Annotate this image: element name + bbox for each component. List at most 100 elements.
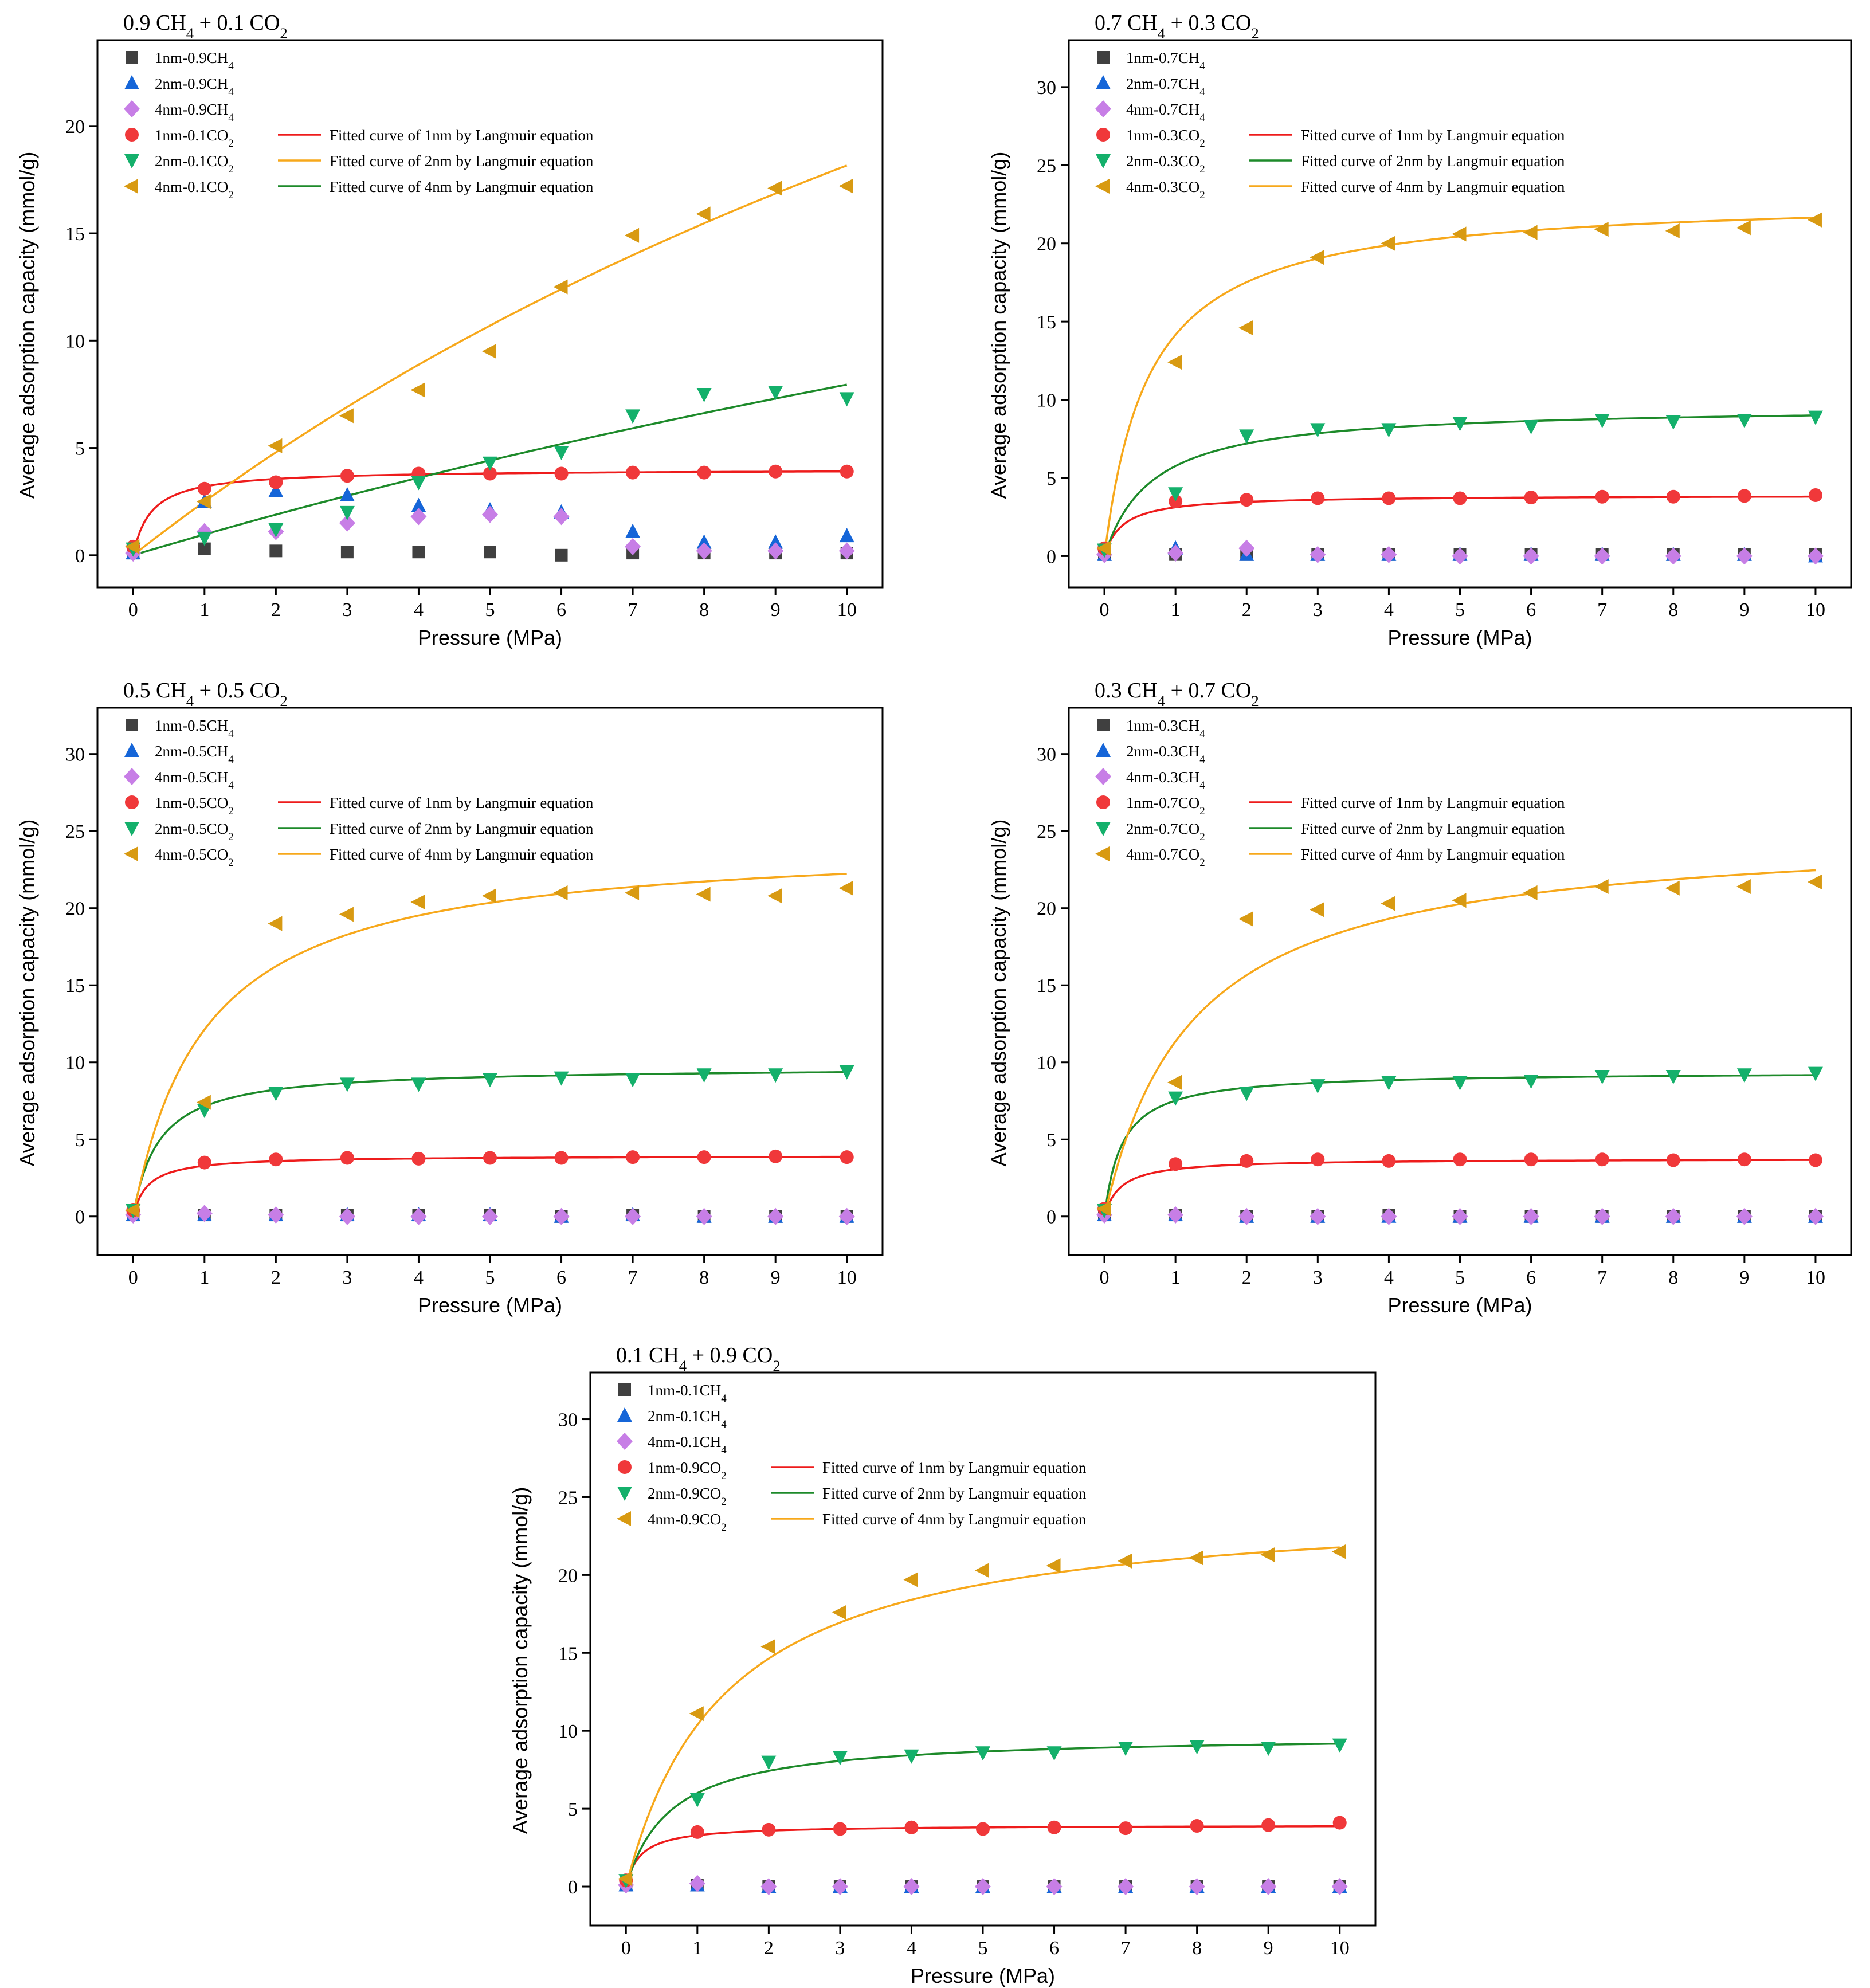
- data-point-4nm-0-9ch4: [838, 542, 855, 560]
- data-point-2nm-0-5co2: [411, 1077, 426, 1092]
- data-point-1nm-0-1co2: [769, 464, 783, 479]
- legend-fit-label: Fitted curve of 1nm by Langmuir equation: [822, 1459, 1087, 1476]
- y-tick-label: 0: [568, 1877, 578, 1898]
- data-point-2nm-0-5co2: [696, 1068, 712, 1083]
- legend-marker-4nm-0-1ch4: [617, 1433, 633, 1450]
- legend-label: 1nm-0.5CO2: [155, 794, 234, 817]
- data-point-1nm-0-3co2: [1240, 493, 1254, 507]
- data-point-4nm-0-7co2: [1167, 1075, 1182, 1090]
- y-tick-label: 15: [558, 1643, 578, 1664]
- data-point-4nm-0-9ch4: [767, 542, 784, 560]
- data-point-4nm-0-1co2: [482, 344, 496, 359]
- data-point-1nm-0-3co2: [1595, 489, 1609, 504]
- data-point-2nm-0-7co2: [1239, 1087, 1254, 1101]
- data-point-4nm-0-5co2: [696, 887, 711, 902]
- data-point-4nm-0-7ch4: [1381, 546, 1397, 563]
- x-tick-label: 1: [692, 1938, 702, 1959]
- chart-panel-3: 0.5 CH4 + 0.5 CO2 0 1 2 3 4 5 6 7 8 9 10 0 5 10 15 20 25 3…: [0, 0, 935, 1335]
- y-tick-label: 5: [75, 1130, 85, 1151]
- data-point-4nm-0-7co2: [1523, 885, 1538, 900]
- data-point-4nm-0-1co2: [553, 279, 568, 295]
- data-point-4nm-0-9ch4: [696, 542, 712, 560]
- x-tick-label: 4: [414, 1267, 424, 1288]
- x-tick-label: 9: [771, 599, 781, 621]
- x-tick-label: 8: [699, 599, 709, 621]
- fit-line-fitted-curve-of-2nm-by-langmuir-equation: [625, 1742, 1340, 1887]
- series-4nm-0-3co2: [1096, 212, 1822, 556]
- data-point-4nm-0-7ch4: [1238, 539, 1255, 557]
- data-point-2nm-0-7co2: [1168, 1091, 1183, 1106]
- legend-fit-label: Fitted curve of 2nm by Langmuir equation: [822, 1485, 1087, 1502]
- legend-marker-1nm-0-7co2: [1096, 795, 1110, 809]
- legend-label: 4nm-0.1CO2: [155, 178, 234, 201]
- legend-label: 1nm-0.5CH4: [155, 717, 234, 740]
- x-tick-label: 7: [1597, 1267, 1607, 1288]
- y-tick-label: 20: [558, 1565, 578, 1586]
- data-point-4nm-0-3co2: [1096, 540, 1111, 556]
- y-tick-label: 30: [1037, 77, 1056, 99]
- legend-fit-label: Fitted curve of 4nm by Langmuir equation: [330, 846, 594, 863]
- data-point-4nm-0-1ch4: [760, 1878, 777, 1896]
- data-point-4nm-0-1co2: [196, 494, 211, 509]
- data-point-1nm-0-9ch4: [555, 548, 568, 562]
- data-point-4nm-0-3co2: [1381, 236, 1395, 251]
- data-point-1nm-0-1co2: [197, 481, 211, 496]
- data-point-2nm-0-5co2: [554, 1071, 569, 1086]
- data-point-2nm-0-1co2: [768, 386, 783, 401]
- x-tick-label: 0: [1100, 599, 1110, 621]
- data-point-1nm-0-5co2: [769, 1149, 783, 1163]
- y-tick-label: 25: [65, 821, 85, 842]
- data-point-4nm-0-1ch4: [689, 1875, 705, 1892]
- data-point-4nm-0-9co2: [1260, 1547, 1275, 1563]
- y-tick-label: 0: [75, 1207, 85, 1228]
- data-point-4nm-0-7ch4: [1310, 546, 1326, 563]
- data-point-1nm-0-9co2: [976, 1822, 990, 1836]
- legend-marker-1nm-0-9co2: [618, 1460, 632, 1474]
- data-point-4nm-0-3co2: [1594, 222, 1609, 237]
- series-4nm-0-5ch4: [125, 1205, 855, 1225]
- data-point-4nm-0-9co2: [1046, 1558, 1061, 1574]
- legend-marker-4nm-0-9ch4: [124, 100, 140, 117]
- y-axis-label: Average adsorption capacity (mmol/g): [15, 819, 39, 1167]
- legend-label: 1nm-0.3CO2: [1126, 127, 1205, 150]
- legend-marker-4nm-0-5ch4: [124, 768, 140, 785]
- legend-fit-label: Fitted curve of 4nm by Langmuir equation: [330, 178, 594, 195]
- legend: 1nm-0.7CH4 2nm-0.7CH4 4nm-0.7CH4 1nm-0.3CO2…: [1095, 49, 1565, 201]
- x-tick-label: 5: [1455, 1267, 1465, 1288]
- data-point-2nm-0-1co2: [411, 476, 426, 491]
- x-tick-label: 7: [628, 1267, 638, 1288]
- data-point-1nm-0-3co2: [1808, 488, 1822, 503]
- data-point-1nm-0-1co2: [554, 466, 569, 481]
- data-point-2nm-0-7co2: [1665, 1069, 1681, 1084]
- data-point-2nm-0-9co2: [1261, 1742, 1276, 1756]
- y-tick-label: 20: [1037, 899, 1056, 920]
- data-point-1nm-0-9co2: [1261, 1818, 1276, 1832]
- legend-label: 2nm-0.7CH4: [1126, 75, 1205, 98]
- data-point-1nm-0-9ch4: [412, 546, 425, 559]
- data-point-4nm-0-7co2: [1310, 902, 1324, 917]
- data-point-2nm-0-3co2: [1310, 423, 1326, 438]
- x-axis-label: Pressure (MPa): [1387, 1293, 1532, 1317]
- data-point-4nm-0-3co2: [1736, 220, 1751, 236]
- data-point-4nm-0-1ch4: [1189, 1878, 1205, 1896]
- data-point-4nm-0-5co2: [482, 888, 496, 904]
- data-point-4nm-0-3ch4: [1452, 1207, 1468, 1225]
- chart-panel-4: 0.3 CH4 + 0.7 CO2 0 1 2 3 4 5 6 7 8 9 10 0 5 10 15 20 25 3…: [987, 679, 1852, 1317]
- legend-marker-4nm-0-3ch4: [1095, 768, 1111, 785]
- legend-marker-4nm-0-1co2: [124, 179, 138, 194]
- data-point-2nm-0-1co2: [696, 387, 712, 402]
- data-point-4nm-0-7ch4: [1594, 547, 1610, 565]
- data-point-4nm-0-9co2: [689, 1706, 704, 1722]
- y-tick-label: 0: [75, 546, 85, 567]
- data-point-4nm-0-7ch4: [1807, 547, 1824, 565]
- data-point-2nm-0-1co2: [483, 456, 497, 471]
- legend-label: 1nm-0.1CH4: [648, 1382, 727, 1405]
- data-point-4nm-0-9ch4: [410, 508, 427, 526]
- data-point-2nm-0-3co2: [1452, 417, 1468, 432]
- data-point-1nm-0-3co2: [1737, 489, 1751, 503]
- legend-fit-label: Fitted curve of 1nm by Langmuir equation: [330, 794, 594, 811]
- legend-label: 1nm-0.3CH4: [1126, 717, 1205, 740]
- legend-marker-2nm-0-5ch4: [124, 743, 139, 757]
- legend-label: 2nm-0.9CH4: [155, 75, 234, 98]
- data-point-2nm-0-9co2: [832, 1751, 848, 1766]
